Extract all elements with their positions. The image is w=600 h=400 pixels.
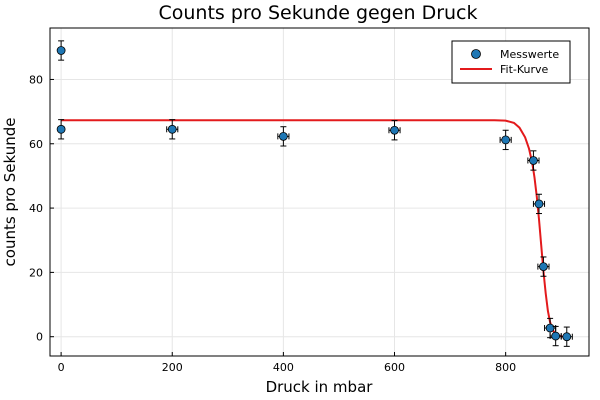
data-point-marker <box>562 332 572 342</box>
data-point <box>532 193 546 215</box>
data-point-marker <box>390 125 399 135</box>
chart-title: Counts pro Sekunde gegen Druck <box>158 2 477 24</box>
data-point <box>277 126 290 147</box>
data-point <box>527 150 540 171</box>
data-point <box>537 256 550 277</box>
data-point-marker <box>167 124 177 134</box>
legend-marker-messwerte <box>471 49 481 59</box>
data-point-marker <box>56 124 66 134</box>
data-point-marker <box>545 323 555 333</box>
axis-ticks: 0 200 400 600 800 0 20 40 60 80 <box>29 73 516 374</box>
y-tick-label: 40 <box>29 202 43 215</box>
data-point-marker <box>278 131 288 141</box>
points-layer <box>56 40 573 347</box>
fit-layer <box>61 119 567 338</box>
legend: Messwerte Fit-Kurve <box>451 40 571 84</box>
data-point <box>560 326 573 347</box>
data-point <box>56 119 66 140</box>
data-point <box>56 40 66 61</box>
x-axis-title: Druck in mbar <box>266 378 374 396</box>
y-tick-label: 0 <box>36 331 43 344</box>
data-point-marker <box>529 156 538 165</box>
data-point-marker <box>501 135 511 145</box>
data-point <box>499 129 512 151</box>
data-point-marker <box>56 46 66 55</box>
data-point <box>549 325 562 347</box>
x-tick-label: 0 <box>58 361 65 374</box>
data-point <box>166 119 179 140</box>
plot-frame <box>49 27 590 357</box>
legend-label-messwerte: Messwerte <box>500 48 559 61</box>
fit-curve <box>61 119 567 338</box>
x-tick-label: 600 <box>384 361 405 374</box>
x-tick-label: 200 <box>162 361 183 374</box>
y-tick-label: 80 <box>29 73 43 86</box>
y-tick-label: 20 <box>29 266 43 279</box>
x-tick-label: 400 <box>273 361 294 374</box>
legend-label-fit-kurve: Fit-Kurve <box>500 63 549 76</box>
data-point <box>388 120 401 141</box>
data-point-marker <box>551 331 561 341</box>
data-point-marker <box>539 262 548 272</box>
y-axis-title: counts pro Sekunde <box>1 118 19 267</box>
legend-box <box>451 40 571 84</box>
data-point-marker <box>534 199 544 209</box>
x-tick-label: 800 <box>495 361 516 374</box>
y-tick-label: 60 <box>29 138 43 151</box>
